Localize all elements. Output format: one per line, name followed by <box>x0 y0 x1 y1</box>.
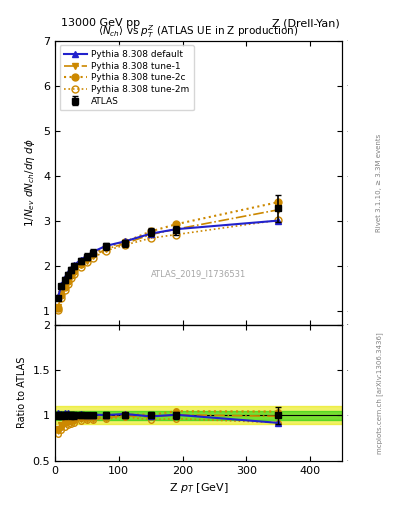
Line: Pythia 8.308 default: Pythia 8.308 default <box>55 217 282 300</box>
Pythia 8.308 default <box>91 249 95 255</box>
Pythia 8.308 default <box>56 294 61 300</box>
Y-axis label: $1/N_{ev}\ dN_{ch}/d\eta\ d\phi$: $1/N_{ev}\ dN_{ch}/d\eta\ d\phi$ <box>24 138 37 227</box>
Pythia 8.308 tune-1 <box>148 231 153 238</box>
Pythia 8.308 default <box>62 275 67 281</box>
Bar <box>55 411 342 420</box>
Pythia 8.308 default <box>69 266 73 272</box>
Pythia 8.308 tune-2c <box>59 292 64 298</box>
Pythia 8.308 tune-2c <box>62 284 67 290</box>
Pythia 8.308 tune-2m <box>123 242 127 248</box>
Pythia 8.308 default <box>84 252 89 259</box>
Pythia 8.308 tune-2c <box>69 272 73 278</box>
Pythia 8.308 tune-2c <box>78 261 83 267</box>
Pythia 8.308 default <box>104 243 108 249</box>
Pythia 8.308 tune-1 <box>69 272 73 279</box>
Pythia 8.308 default <box>78 257 83 263</box>
Pythia 8.308 tune-1 <box>123 241 127 247</box>
Pythia 8.308 tune-1 <box>65 278 70 284</box>
Bar <box>55 407 342 424</box>
Pythia 8.308 tune-2c <box>174 221 178 227</box>
Pythia 8.308 tune-2c <box>56 305 61 311</box>
Pythia 8.308 tune-1 <box>91 253 95 259</box>
Pythia 8.308 tune-1 <box>62 283 67 289</box>
Pythia 8.308 default <box>174 226 178 232</box>
Pythia 8.308 tune-2m <box>174 231 178 238</box>
Pythia 8.308 tune-1 <box>174 226 178 232</box>
Text: mcplots.cern.ch [arXiv:1306.3436]: mcplots.cern.ch [arXiv:1306.3436] <box>376 332 382 454</box>
Pythia 8.308 default <box>59 282 64 288</box>
Pythia 8.308 tune-1 <box>59 291 64 297</box>
Pythia 8.308 tune-2c <box>65 278 70 284</box>
Line: Pythia 8.308 tune-2c: Pythia 8.308 tune-2c <box>55 199 282 311</box>
Text: Rivet 3.1.10, ≥ 3.3M events: Rivet 3.1.10, ≥ 3.3M events <box>376 134 382 232</box>
Text: Z (Drell-Yan): Z (Drell-Yan) <box>272 18 340 28</box>
Pythia 8.308 tune-2m <box>91 254 95 261</box>
Pythia 8.308 tune-2m <box>69 275 73 281</box>
X-axis label: Z $p_T$ [GeV]: Z $p_T$ [GeV] <box>169 481 228 495</box>
Pythia 8.308 tune-1 <box>104 246 108 252</box>
Pythia 8.308 tune-1 <box>276 207 281 213</box>
Pythia 8.308 tune-2c <box>104 244 108 250</box>
Pythia 8.308 default <box>65 270 70 276</box>
Pythia 8.308 tune-2m <box>84 259 89 265</box>
Pythia 8.308 tune-2c <box>123 239 127 245</box>
Pythia 8.308 tune-1 <box>72 268 77 274</box>
Legend: Pythia 8.308 default, Pythia 8.308 tune-1, Pythia 8.308 tune-2c, Pythia 8.308 tu: Pythia 8.308 default, Pythia 8.308 tune-… <box>59 46 194 110</box>
Pythia 8.308 tune-1 <box>78 262 83 268</box>
Pythia 8.308 tune-2m <box>104 248 108 254</box>
Y-axis label: Ratio to ATLAS: Ratio to ATLAS <box>17 357 27 429</box>
Title: $\langle N_{ch}\rangle$ vs $p_T^Z$ (ATLAS UE in Z production): $\langle N_{ch}\rangle$ vs $p_T^Z$ (ATLA… <box>98 24 299 40</box>
Pythia 8.308 default <box>72 262 77 268</box>
Pythia 8.308 tune-2c <box>148 228 153 234</box>
Pythia 8.308 tune-1 <box>56 304 61 310</box>
Pythia 8.308 tune-2m <box>59 294 64 301</box>
Pythia 8.308 tune-2c <box>276 199 281 205</box>
Text: ATLAS_2019_I1736531: ATLAS_2019_I1736531 <box>151 269 246 278</box>
Pythia 8.308 tune-1 <box>84 258 89 264</box>
Text: 13000 GeV pp: 13000 GeV pp <box>61 18 140 28</box>
Pythia 8.308 tune-2m <box>65 281 70 287</box>
Pythia 8.308 tune-2m <box>56 307 61 313</box>
Pythia 8.308 tune-2m <box>78 264 83 270</box>
Pythia 8.308 default <box>148 230 153 237</box>
Pythia 8.308 tune-2m <box>72 271 77 277</box>
Pythia 8.308 default <box>276 218 281 224</box>
Pythia 8.308 tune-2m <box>276 217 281 223</box>
Pythia 8.308 tune-2m <box>148 235 153 241</box>
Line: Pythia 8.308 tune-1: Pythia 8.308 tune-1 <box>55 206 282 310</box>
Pythia 8.308 tune-2c <box>72 268 77 274</box>
Line: Pythia 8.308 tune-2m: Pythia 8.308 tune-2m <box>55 217 282 314</box>
Pythia 8.308 default <box>123 238 127 244</box>
Pythia 8.308 tune-2c <box>91 251 95 257</box>
Pythia 8.308 tune-2c <box>84 255 89 262</box>
Pythia 8.308 tune-2m <box>62 286 67 292</box>
